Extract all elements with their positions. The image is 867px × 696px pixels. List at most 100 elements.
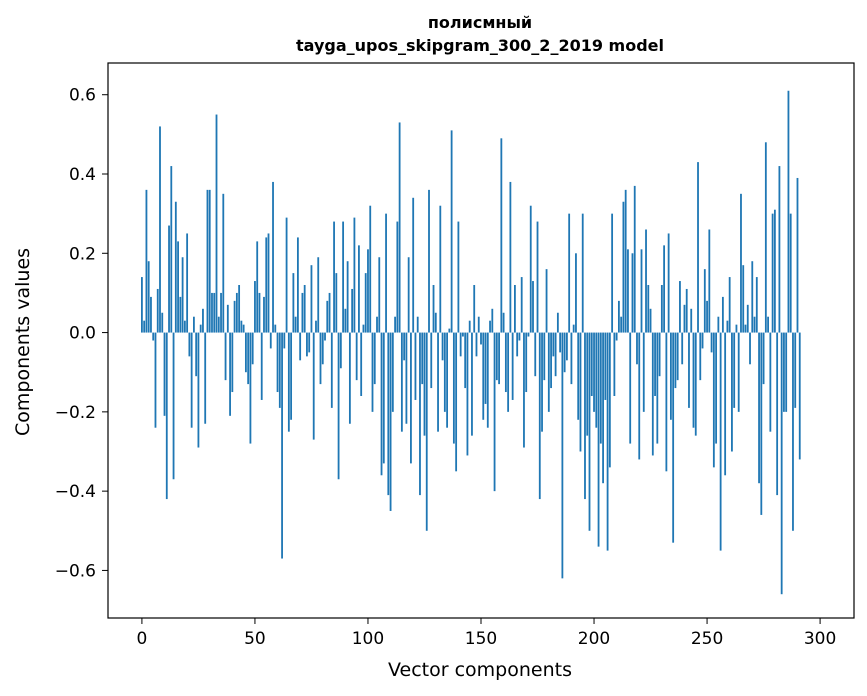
bar	[204, 332, 207, 424]
bar	[254, 281, 256, 333]
bar	[416, 316, 419, 333]
bar	[642, 332, 645, 412]
bar	[339, 332, 342, 369]
bar	[493, 332, 496, 492]
bar	[482, 332, 485, 420]
bar	[423, 332, 426, 436]
bar	[174, 201, 177, 333]
bar	[529, 205, 532, 333]
bar	[568, 213, 571, 333]
bar	[683, 304, 686, 333]
bar	[563, 332, 566, 373]
bar	[141, 277, 143, 333]
bar	[672, 332, 675, 543]
bar	[371, 332, 374, 412]
bar	[726, 320, 729, 333]
chart-title-line-2: tayga_upos_skipgram_300_2_2019 model	[296, 36, 664, 55]
bar	[579, 332, 582, 452]
bar	[681, 332, 684, 365]
bar	[647, 285, 650, 333]
bar	[455, 332, 458, 472]
bar	[251, 332, 254, 365]
bar	[624, 189, 627, 333]
bar	[186, 233, 189, 333]
bar	[651, 332, 654, 456]
bar	[740, 193, 742, 333]
bar	[468, 320, 471, 333]
bar	[358, 245, 360, 333]
bar	[235, 292, 238, 333]
bar	[394, 316, 396, 333]
bar	[410, 332, 412, 464]
bar	[611, 213, 614, 333]
bar	[464, 332, 467, 389]
bar	[489, 320, 491, 333]
x-tick-label: 200	[578, 629, 610, 649]
bar	[724, 332, 727, 476]
bar	[437, 332, 439, 432]
bar	[764, 142, 767, 333]
bar	[789, 213, 792, 333]
bar	[577, 332, 580, 420]
bar	[679, 281, 681, 333]
bar	[523, 332, 525, 448]
bar	[615, 332, 618, 341]
bar	[177, 241, 179, 333]
bar	[674, 332, 677, 389]
bar	[396, 221, 399, 333]
bar	[694, 332, 697, 436]
bar	[547, 332, 550, 412]
bar	[206, 189, 209, 333]
bar	[471, 332, 473, 436]
bar	[156, 288, 159, 333]
bar	[258, 292, 261, 333]
bar	[265, 237, 268, 333]
bar	[267, 233, 270, 333]
x-tick-label: 100	[352, 629, 384, 649]
bar	[229, 332, 231, 416]
bar	[780, 332, 783, 595]
bar	[333, 221, 335, 333]
bar	[342, 221, 345, 333]
bar	[776, 332, 779, 496]
bar	[559, 332, 562, 353]
bar	[491, 308, 494, 333]
bar	[335, 273, 338, 333]
bar	[649, 308, 652, 333]
bar	[324, 332, 326, 341]
bar	[620, 316, 623, 333]
bar	[159, 126, 161, 333]
bar	[500, 138, 503, 333]
bar	[708, 229, 711, 333]
bar	[495, 332, 498, 381]
bar	[398, 122, 401, 333]
bar	[154, 332, 157, 428]
bar	[226, 304, 229, 333]
bar	[717, 316, 720, 333]
bar	[202, 308, 204, 333]
bar	[407, 257, 410, 333]
bar	[272, 181, 274, 333]
bar	[315, 320, 317, 333]
bar	[278, 332, 281, 408]
bar	[760, 332, 763, 515]
bar	[376, 316, 378, 333]
bar	[486, 332, 489, 428]
bar	[575, 253, 577, 333]
bar	[783, 332, 785, 412]
bar	[430, 332, 433, 389]
bar	[328, 292, 331, 333]
bar	[640, 249, 643, 333]
bar	[498, 332, 500, 385]
bar	[446, 332, 448, 428]
bar	[798, 332, 801, 460]
bar	[511, 332, 514, 400]
x-tick-label: 150	[465, 629, 497, 649]
bar	[353, 217, 356, 333]
bar	[242, 324, 245, 333]
bar	[550, 332, 552, 389]
bar	[504, 332, 507, 393]
bar	[794, 332, 797, 408]
bar	[475, 332, 478, 357]
bar	[597, 332, 600, 547]
